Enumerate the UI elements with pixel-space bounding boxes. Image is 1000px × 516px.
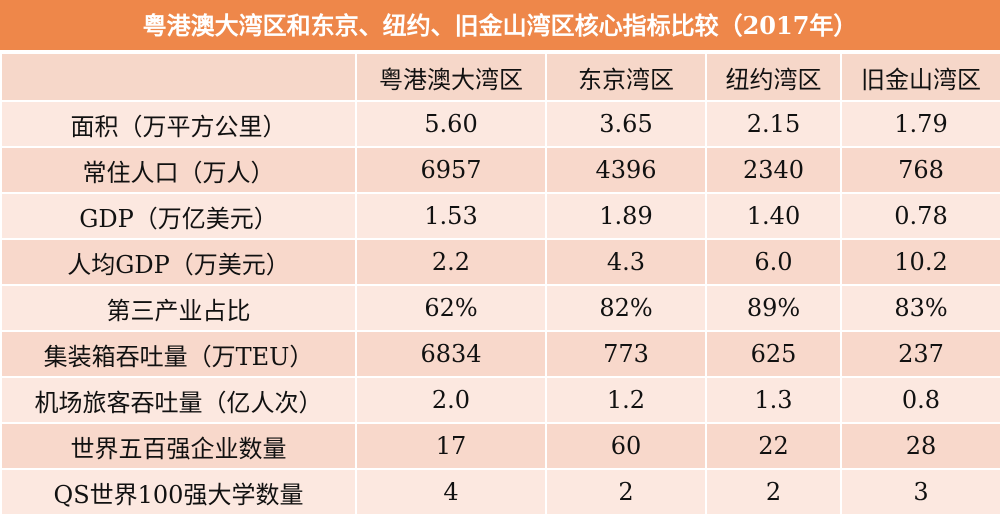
data-row: QS世界100强大学数量 4 2 2 3 <box>0 468 1000 516</box>
cell: 2 <box>705 468 842 516</box>
cell: 1.89 <box>545 192 707 240</box>
cell: 4 <box>355 468 547 516</box>
cell: 2.0 <box>355 376 547 424</box>
cell: 3 <box>840 468 1000 516</box>
cell: 3.65 <box>545 100 707 148</box>
cell: 4396 <box>545 146 707 194</box>
cell: 89% <box>705 284 842 332</box>
data-row: 第三产业占比 62% 82% 89% 83% <box>0 284 1000 332</box>
row-label: 面积（万平方公里） <box>0 100 357 148</box>
cell: 82% <box>545 284 707 332</box>
row-label: QS世界100强大学数量 <box>0 468 357 516</box>
row-label: 世界五百强企业数量 <box>0 422 357 470</box>
cell: 0.8 <box>840 376 1000 424</box>
cell: 5.60 <box>355 100 547 148</box>
cell: 773 <box>545 330 707 378</box>
cell: 6957 <box>355 146 547 194</box>
data-row: GDP（万亿美元） 1.53 1.89 1.40 0.78 <box>0 192 1000 240</box>
row-label: 人均GDP（万美元） <box>0 238 357 286</box>
data-row: 世界五百强企业数量 17 60 22 28 <box>0 422 1000 470</box>
data-row: 人均GDP（万美元） 2.2 4.3 6.0 10.2 <box>0 238 1000 286</box>
cell: 62% <box>355 284 547 332</box>
data-row: 机场旅客吞吐量（亿人次） 2.0 1.2 1.3 0.8 <box>0 376 1000 424</box>
cell: 28 <box>840 422 1000 470</box>
header-row: 粤港澳大湾区 东京湾区 纽约湾区 旧金山湾区 <box>0 52 1000 102</box>
cell: 2.2 <box>355 238 547 286</box>
cell: 10.2 <box>840 238 1000 286</box>
data-row: 集装箱吞吐量（万TEU） 6834 773 625 237 <box>0 330 1000 378</box>
data-row: 常住人口（万人） 6957 4396 2340 768 <box>0 146 1000 194</box>
cell: 83% <box>840 284 1000 332</box>
row-label: 集装箱吞吐量（万TEU） <box>0 330 357 378</box>
data-row: 面积（万平方公里） 5.60 3.65 2.15 1.79 <box>0 100 1000 148</box>
cell: 旧金山湾区 <box>840 52 1000 102</box>
cell: 768 <box>840 146 1000 194</box>
cell: 粤港澳大湾区 <box>355 52 547 102</box>
cell: 东京湾区 <box>545 52 707 102</box>
cell: 6834 <box>355 330 547 378</box>
row-label: 第三产业占比 <box>0 284 357 332</box>
cell: 2.15 <box>705 100 842 148</box>
cell: 625 <box>705 330 842 378</box>
cell: 4.3 <box>545 238 707 286</box>
cell: 1.79 <box>840 100 1000 148</box>
cell: 1.53 <box>355 192 547 240</box>
cell: 6.0 <box>705 238 842 286</box>
cell: 1.2 <box>545 376 707 424</box>
cell: 2340 <box>705 146 842 194</box>
cell: 纽约湾区 <box>705 52 842 102</box>
cell: 60 <box>545 422 707 470</box>
cell: 0.78 <box>840 192 1000 240</box>
row-label <box>0 52 357 102</box>
comparison-table: 粤港澳大湾区 东京湾区 纽约湾区 旧金山湾区 面积（万平方公里） 5.60 3.65 2.15… <box>0 52 1000 516</box>
cell: 22 <box>705 422 842 470</box>
table-title: 粤港澳大湾区和东京、纽约、旧金山湾区核心指标比较（2017年） <box>0 0 1000 52</box>
cell: 17 <box>355 422 547 470</box>
row-label: 机场旅客吞吐量（亿人次） <box>0 376 357 424</box>
cell: 1.40 <box>705 192 842 240</box>
row-label: 常住人口（万人） <box>0 146 357 194</box>
cell: 1.3 <box>705 376 842 424</box>
row-label: GDP（万亿美元） <box>0 192 357 240</box>
cell: 237 <box>840 330 1000 378</box>
cell: 2 <box>545 468 707 516</box>
